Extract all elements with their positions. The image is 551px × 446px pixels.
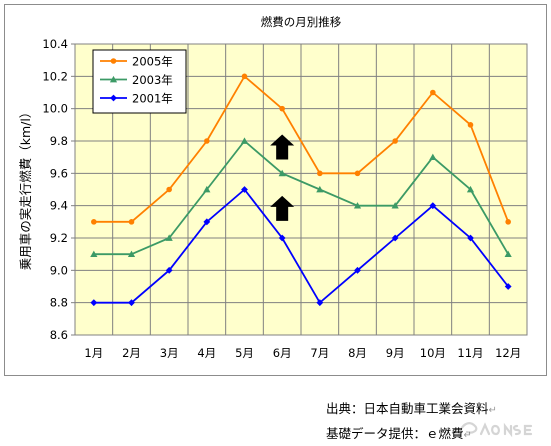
legend-label: 2001年 xyxy=(132,92,173,106)
x-tick-label: 6月 xyxy=(273,346,292,360)
data-point xyxy=(203,218,211,226)
x-tick-label: 2月 xyxy=(122,346,141,360)
data-point xyxy=(90,299,98,307)
y-tick-label: 10.4 xyxy=(42,37,68,51)
y-tick-label: 9.4 xyxy=(50,199,68,213)
data-point xyxy=(429,153,437,161)
data-point xyxy=(467,122,474,128)
data-point xyxy=(429,202,437,210)
x-tick-label: 5月 xyxy=(235,346,254,360)
return-mark: ↵ xyxy=(463,430,472,441)
data-point xyxy=(240,137,249,144)
up-arrow-icon xyxy=(270,134,295,160)
data-point xyxy=(354,266,361,274)
legend-marker xyxy=(110,58,117,64)
legend-item-0: 2005年 xyxy=(100,55,173,69)
data-point xyxy=(316,299,324,307)
source-citation: 出典：日本自動車工業会資料↵ xyxy=(326,398,497,417)
data-point xyxy=(505,219,511,225)
data-point xyxy=(391,202,399,209)
legend-marker xyxy=(110,94,117,102)
data-point xyxy=(166,186,172,193)
axis-labels: 8.6 8.8 9.0 9.2 9.4 9.6 9.8 10.0 10.2 10.4 1月 2月 3月 4… xyxy=(42,37,521,360)
series-line xyxy=(93,74,510,223)
chart-frame: 8.6 8.8 9.0 9.2 9.4 9.6 9.8 10.0 10.2 10.4 1月 2月 3月 4… xyxy=(4,4,547,376)
x-tick-label: 4月 xyxy=(197,346,216,360)
source-citation-text: 出典：日本自動車工業会資料 xyxy=(326,401,489,416)
data-point xyxy=(241,73,248,80)
x-tick-label: 8月 xyxy=(348,346,367,360)
data-provider-credit: 基礎データ提供：ｅ燃費↵ xyxy=(326,423,472,442)
x-tick-label: 11月 xyxy=(457,346,483,360)
x-tick-label: 1月 xyxy=(84,346,103,360)
series-2 xyxy=(90,186,512,307)
data-point xyxy=(317,170,323,177)
x-tick-label: 3月 xyxy=(160,346,179,360)
data-point xyxy=(204,138,210,144)
legend-label: 2005年 xyxy=(132,55,173,69)
annotation-layer xyxy=(270,134,295,221)
y-axis-title: 乗用車の実走行燃費（km/l） xyxy=(18,106,33,271)
series-layer xyxy=(90,73,512,307)
data-point xyxy=(430,89,436,96)
legend-label: 2003年 xyxy=(132,73,173,87)
data-point xyxy=(127,250,136,258)
chart-title: 燃費の月別推移 xyxy=(261,15,342,29)
series-line xyxy=(93,139,509,256)
data-point xyxy=(203,185,211,193)
series-1 xyxy=(90,137,512,258)
data-point xyxy=(279,105,285,112)
data-point xyxy=(354,170,361,177)
data-point xyxy=(241,186,248,193)
x-tick-label: 12月 xyxy=(495,346,521,360)
y-tick-label: 9.6 xyxy=(50,166,68,180)
data-point xyxy=(165,266,173,274)
series-line xyxy=(93,188,509,305)
data-point xyxy=(128,219,135,225)
data-point xyxy=(392,138,398,144)
data-point xyxy=(91,219,97,225)
data-point xyxy=(391,234,399,242)
data-point xyxy=(278,234,286,242)
response-logo-icon xyxy=(457,422,533,438)
y-tick-label: 8.8 xyxy=(50,296,68,310)
legend-item-1: 2003年 xyxy=(100,73,173,87)
data-point xyxy=(165,234,173,241)
x-tick-label: 7月 xyxy=(310,346,329,360)
data-point xyxy=(278,169,286,177)
x-tick-label: 10月 xyxy=(420,346,446,360)
data-point xyxy=(316,185,324,193)
data-provider-text: 基礎データ提供：ｅ燃費 xyxy=(326,426,464,441)
legend-item-2: 2001年 xyxy=(100,92,173,106)
y-tick-label: 9.2 xyxy=(50,231,68,245)
line-chart: 8.6 8.8 9.0 9.2 9.4 9.6 9.8 10.0 10.2 10.4 1月 2月 3月 4… xyxy=(18,15,528,360)
data-point xyxy=(466,185,475,193)
y-tick-label: 9.8 xyxy=(50,134,68,148)
series-0 xyxy=(91,73,511,225)
y-tick-label: 9.0 xyxy=(50,263,68,277)
data-point xyxy=(90,250,98,258)
y-tick-label: 10.2 xyxy=(42,69,68,83)
legend-marker xyxy=(109,75,118,83)
y-tick-label: 10.0 xyxy=(42,102,68,116)
data-point xyxy=(504,250,512,258)
data-point xyxy=(353,202,362,209)
up-arrow-icon xyxy=(270,195,295,221)
data-point xyxy=(128,299,135,307)
legend: 2005年 2003年 2001年 xyxy=(92,49,187,114)
data-point xyxy=(504,283,512,290)
y-tick-label: 8.6 xyxy=(50,328,68,342)
x-tick-label: 9月 xyxy=(386,346,405,360)
data-point xyxy=(467,234,474,242)
return-mark: ↵ xyxy=(488,405,497,416)
